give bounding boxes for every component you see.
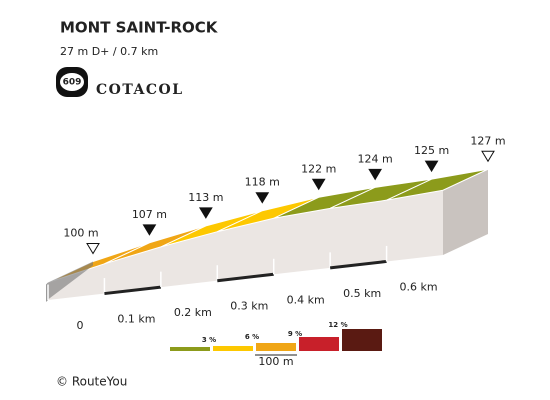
- x-tick-label: 0: [77, 319, 84, 332]
- base-band: [217, 272, 274, 283]
- elevation-marker: [424, 160, 439, 173]
- credit: © RouteYou: [56, 375, 127, 389]
- elevation-marker: [368, 168, 383, 181]
- elevation-marker: [198, 207, 213, 219]
- start-cap: [48, 261, 93, 300]
- chart-title: MONT SAINT-ROCK: [60, 19, 219, 37]
- base-band: [104, 285, 162, 296]
- x-tick-label: 0.3 km: [230, 300, 268, 313]
- x-tick-label: 0.5 km: [343, 287, 381, 300]
- x-tick-label: 0.1 km: [117, 313, 155, 326]
- front-wall: [48, 190, 443, 300]
- elevation-label: 124 m: [358, 152, 393, 165]
- elevation-label: 113 m: [188, 191, 223, 204]
- elevation-marker: [481, 150, 495, 163]
- elevation-label: 122 m: [301, 162, 336, 175]
- elevation-marker: [255, 192, 270, 204]
- elevation-label: 100 m: [63, 227, 98, 240]
- end-face: [443, 169, 488, 255]
- grade-swatch: [342, 329, 382, 351]
- elevation-marker: [142, 224, 157, 236]
- grade-label: 3 %: [202, 336, 216, 344]
- grade-swatch: [256, 343, 296, 351]
- brand: COTACOL: [96, 82, 184, 98]
- grade-segment: [386, 168, 489, 201]
- scale-label: 100 m: [258, 355, 293, 368]
- badge-circle: [60, 73, 84, 91]
- x-tick-label: 0.6 km: [400, 280, 438, 293]
- elevation-marker: [86, 243, 100, 255]
- elevation-label: 107 m: [132, 208, 167, 221]
- grade-label: 6 %: [245, 333, 259, 341]
- base-band: [329, 259, 387, 270]
- grade-label: 9 %: [288, 330, 302, 338]
- grade-label: 12 %: [328, 321, 347, 329]
- elevation-label: 125 m: [414, 144, 449, 157]
- grade-swatch: [299, 337, 339, 351]
- chart-subtitle: 27 m D+ / 0.7 km: [60, 45, 158, 58]
- elevation-marker: [311, 178, 326, 191]
- elevation-label: 118 m: [245, 176, 280, 189]
- elevation-label: 127 m: [470, 134, 505, 147]
- x-tick-label: 0.4 km: [287, 293, 325, 306]
- x-tick-label: 0.2 km: [174, 306, 212, 319]
- grade-swatch: [170, 347, 210, 351]
- badge-number: 609: [63, 78, 82, 88]
- grade-swatch: [213, 346, 253, 351]
